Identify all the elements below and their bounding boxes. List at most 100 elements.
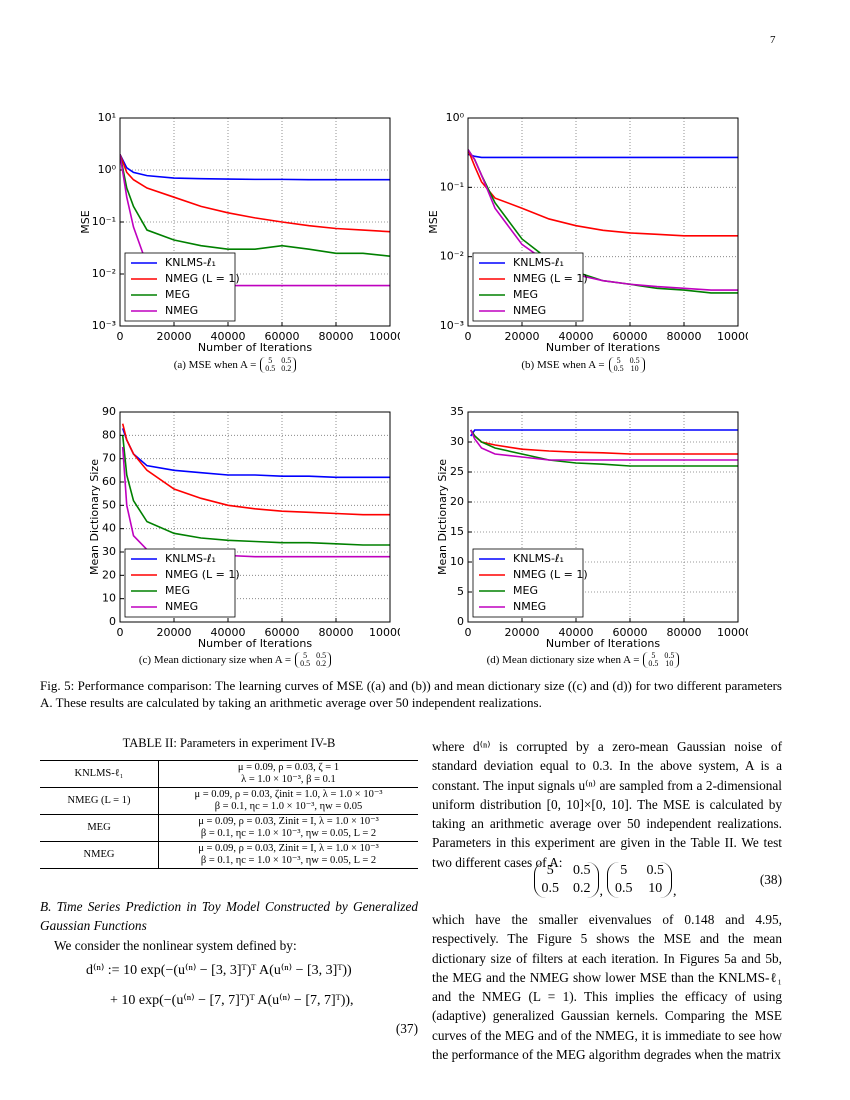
equation-number: (38) <box>759 872 782 887</box>
param-line: β = 0.1, ηc = 1.0 × 10⁻³, ηw = 0.05 <box>214 801 363 812</box>
table-cell: MEG <box>40 814 159 842</box>
param-line: μ = 0.09, ρ = 0.03, Zinit = I, λ = 1.0 ×… <box>198 816 379 827</box>
matrix-entry: 0.5 <box>613 364 624 373</box>
x-tick-label: 20000 <box>157 626 192 639</box>
y-tick-label: 90 <box>102 405 116 418</box>
x-tick-label: 60000 <box>613 330 648 343</box>
legend-label: NMEG <box>513 304 546 317</box>
y-tick-label: 40 <box>102 522 116 535</box>
series-line <box>468 149 738 237</box>
matrix-entry: 0.5 <box>541 881 560 896</box>
matrix-entry: 5 <box>546 863 554 878</box>
y-axis-label: Mean Dictionary Size <box>88 459 101 575</box>
series-line <box>121 435 390 546</box>
matrix: 5 0.5 0.5 0.2 <box>260 357 297 373</box>
matrix-entry: 10 <box>665 659 674 668</box>
y-tick-label: 0 <box>457 615 464 628</box>
series-line <box>470 429 738 437</box>
subcaption-text: (c) Mean dictionary size when A = <box>138 654 292 666</box>
y-tick-label: 35 <box>450 405 464 418</box>
plot-frame <box>119 117 391 327</box>
paragraph: where d⁽ⁿ⁾ is corrupted by a zero-mean G… <box>432 739 782 870</box>
y-axis-label: MSE <box>79 210 92 233</box>
page-number: 7 <box>770 34 776 46</box>
x-tick-label: 100000 <box>369 330 400 343</box>
x-axis-label: Number of Iterations <box>546 637 660 650</box>
series-line <box>468 153 738 159</box>
y-tick-label: 10¹ <box>98 111 116 124</box>
x-tick-label: 40000 <box>211 330 246 343</box>
matrix-entry: 10 <box>648 881 663 896</box>
x-tick-label: 100000 <box>717 330 748 343</box>
y-tick-label: 60 <box>102 475 116 488</box>
chart: 0 20000 40000 60000 80000 100000 0 10 20 30 40 50 60… <box>88 405 400 650</box>
equation: 5 0.5 0.5 0.2, 5 0.5 0.5 10, <box>432 860 782 900</box>
subcaption: (b) MSE when A = 5 0.5 0.5 10 <box>418 357 748 373</box>
matrix-entry: 0.5 <box>300 659 311 668</box>
legend <box>124 252 236 322</box>
legend-label: KNLMS-ℓ₁ <box>513 256 564 269</box>
legend <box>124 548 236 618</box>
y-tick-label: 20 <box>102 568 116 581</box>
y-tick-label: 30 <box>102 545 116 558</box>
x-tick-label: 0 <box>117 626 124 639</box>
legend-label: KNLMS-ℓ₁ <box>165 256 216 269</box>
matrix-entry: 5 <box>303 651 308 660</box>
param-line: β = 0.1, ηc = 1.0 × 10⁻³, ηw = 0.05, L =… <box>200 855 377 866</box>
y-tick-label: 5 <box>457 585 464 598</box>
equation-line: + 10 exp(−(u⁽ⁿ⁾ − [7, 7]ᵀ)ᵀ A(u⁽ⁿ⁾ − [7,… <box>110 993 354 1008</box>
y-tick-label: 10⁻¹ <box>92 215 116 228</box>
x-tick-label: 0 <box>465 330 472 343</box>
matrix: 5 0.5 0.5 0.2 <box>295 651 332 668</box>
legend-label: MEG <box>165 288 190 301</box>
x-axis-label: Number of Iterations <box>198 341 312 354</box>
paragraph: which have the smaller eivenvalues of 0.… <box>432 912 782 1063</box>
matrix-entry: 5 <box>651 651 656 660</box>
paragraph: We consider the nonlinear system defined… <box>54 938 297 953</box>
y-tick-label: 10⁰ <box>446 111 465 124</box>
table-cell: μ = 0.09, ρ = 0.03, Zinit = I, λ = 1.0 ×… <box>158 814 418 842</box>
matrix-entry: 0.5 <box>646 863 665 878</box>
table-row: NMEG (L = 1) μ = 0.09, ρ = 0.03, ζinit = … <box>40 787 418 815</box>
matrix-entry: 5 <box>616 356 621 365</box>
y-tick-label: 0 <box>109 615 116 628</box>
param-line: μ = 0.09, ρ = 0.03, ζinit = 1.0, λ = 1.0… <box>194 789 383 800</box>
x-tick-label: 80000 <box>667 626 702 639</box>
param-line: μ = 0.09, ρ = 0.03, Zinit = I, λ = 1.0 ×… <box>198 843 379 854</box>
y-tick-label: 25 <box>450 465 464 478</box>
param-line: μ = 0.09, ρ = 0.03, ζ = 1 <box>237 762 340 773</box>
y-tick-label: 30 <box>450 435 464 448</box>
figure-caption: Fig. 5: Performance comparison: The lear… <box>40 678 782 710</box>
equation-punctuation: , <box>599 884 604 899</box>
table-cell: KNLMS-ℓ₁ <box>40 760 159 788</box>
matrix-entry: 0.5 <box>615 881 633 896</box>
y-tick-label: 10⁻² <box>92 267 116 280</box>
legend-label: NMEG (L = 1) <box>513 272 588 285</box>
legend <box>472 252 584 322</box>
matrix-entry: 0.2 <box>281 364 292 373</box>
table-row: NMEG μ = 0.09, ρ = 0.03, Zinit = I, λ = 1… <box>40 841 418 869</box>
x-tick-label: 20000 <box>505 626 540 639</box>
series-line <box>120 154 390 257</box>
legend <box>472 548 584 618</box>
x-axis-label: Number of Iterations <box>198 637 312 650</box>
legend-label: KNLMS-ℓ₁ <box>513 552 564 565</box>
subcaption: (d) Mean dictionary size when A = 5 0.5 0.5… <box>418 652 748 668</box>
x-tick-label: 40000 <box>211 626 246 639</box>
param-line: λ = 1.0 × 10⁻³, β = 0.1 <box>241 774 336 785</box>
series-line <box>120 153 390 181</box>
legend-label: MEG <box>513 288 538 301</box>
equation-line: d⁽ⁿ⁾ := 10 exp(−(u⁽ⁿ⁾ − [3, 3]ᵀ)ᵀ A(u⁽ⁿ⁾… <box>86 963 352 978</box>
legend-label: NMEG (L = 1) <box>165 568 240 581</box>
subcaption: (a) MSE when A = 5 0.5 0.5 0.2 <box>70 357 400 373</box>
series-line <box>120 154 390 233</box>
matrix-entry: 0.5 <box>664 651 675 660</box>
legend-label: MEG <box>165 584 190 597</box>
matrix: 5 0.5 0.5 10 <box>643 651 680 668</box>
matrix-entry: 0.5 <box>629 356 640 365</box>
param-line: β = 0.1, ηc = 1.0 × 10⁻³, ηw = 0.05, L =… <box>200 828 377 839</box>
legend-label: NMEG (L = 1) <box>513 568 588 581</box>
